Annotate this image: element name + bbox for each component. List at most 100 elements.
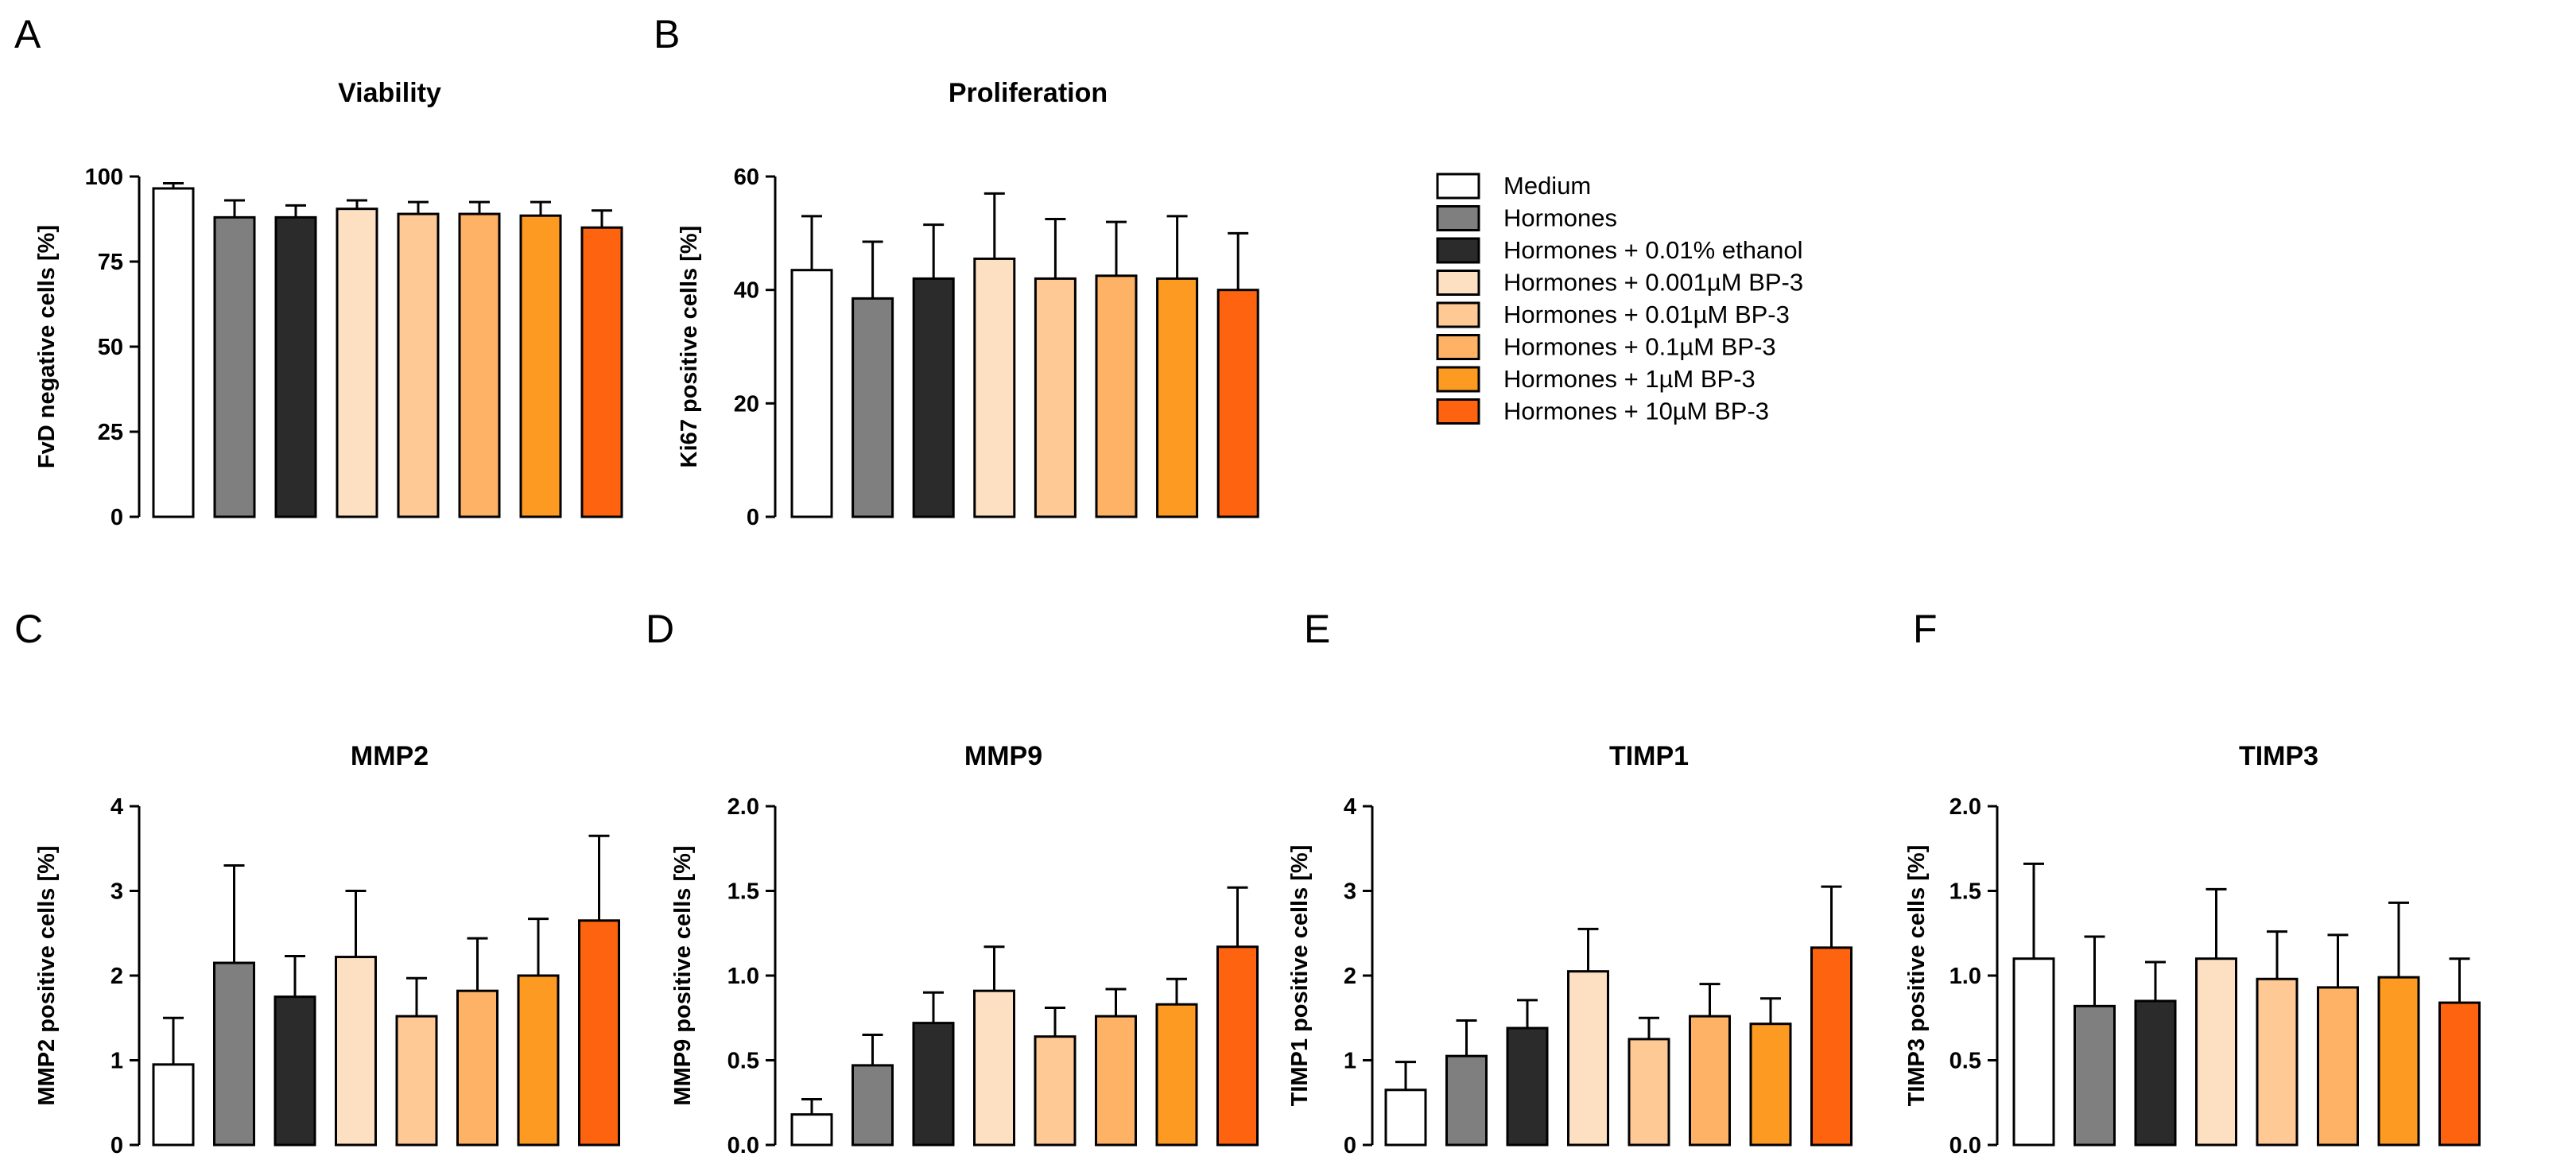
bar-1 — [152, 1063, 195, 1147]
legend-item: Hormones + 0.01µM BP-3 — [1436, 301, 1790, 328]
bar-7 — [1155, 1003, 1198, 1147]
bar-5 — [397, 212, 440, 518]
y-tick-label: 0 — [111, 505, 123, 530]
y-tick-label: 20 — [734, 391, 759, 417]
y-tick-label: 75 — [98, 250, 123, 275]
y-tick-label: 0.5 — [1949, 1049, 1981, 1074]
legend-item: Hormones + 0.01% ethanol — [1436, 236, 1803, 264]
legend-swatch — [1436, 398, 1480, 425]
y-tick-label: 1.5 — [727, 879, 759, 905]
legend-label: Hormones + 1µM BP-3 — [1503, 365, 1755, 393]
bar-5 — [395, 1015, 438, 1147]
bar-7 — [1749, 1022, 1792, 1147]
y-tick-label: 1 — [111, 1049, 123, 1074]
bar-3 — [912, 1022, 955, 1147]
bar-5 — [2256, 977, 2299, 1147]
bar-7 — [2377, 976, 2420, 1147]
y-axis-label: Ki67 positive cells [%] — [677, 226, 702, 468]
legend-label: Hormones — [1503, 204, 1617, 232]
bar-8 — [1216, 945, 1259, 1147]
bar-1 — [790, 269, 833, 518]
bar-6 — [1095, 1015, 1137, 1147]
chart-panel-f: F TIMP3 TIMP3 positive cells [%] 0.0 0.5 1.0 1… — [1904, 607, 2481, 1158]
panel-letter: A — [14, 12, 41, 56]
chart-panel-b: B Proliferation Ki67 positive cells [%] 0 20… — [654, 12, 1259, 530]
legend-item: Hormones + 10µM BP-3 — [1436, 398, 1769, 425]
bars — [790, 886, 1259, 1147]
y-axis-label: FvD negative cells [%] — [34, 225, 60, 468]
y-axis-label: MMP2 positive cells [%] — [34, 845, 60, 1105]
bar-4 — [973, 989, 1015, 1147]
legend-item: Hormones + 0.001µM BP-3 — [1436, 269, 1803, 297]
y-tick-label: 4 — [111, 794, 123, 820]
panel-letter: E — [1304, 607, 1330, 651]
legend-item: Medium — [1436, 172, 1591, 200]
legend: Medium Hormones Hormones + 0.01% ethanol Ho… — [1436, 172, 1803, 425]
bar-4 — [336, 208, 378, 518]
bar-4 — [1567, 970, 1609, 1147]
legend-item: Hormones + 0.1µM BP-3 — [1436, 333, 1776, 361]
legend-swatch — [1436, 366, 1480, 393]
legend-swatch — [1436, 237, 1480, 264]
legend-item: Hormones + 1µM BP-3 — [1436, 365, 1755, 393]
bar-7 — [1156, 277, 1199, 518]
chart-panel-c: C MMP2 MMP2 positive cells [%] 0 1 2 3 4 — [14, 607, 620, 1158]
legend-item: Hormones — [1436, 204, 1617, 232]
bar-1 — [2012, 957, 2055, 1147]
bar-8 — [2438, 1001, 2481, 1147]
y-tick-label: 0.5 — [727, 1049, 759, 1074]
legend-label: Hormones + 0.01% ethanol — [1503, 236, 1803, 264]
panel-letter: C — [14, 607, 43, 651]
y-tick-label: 1.0 — [727, 964, 759, 989]
bar-8 — [1216, 289, 1259, 518]
bar-6 — [1689, 1015, 1731, 1147]
y-tick-label: 60 — [734, 165, 759, 190]
bar-4 — [335, 956, 377, 1147]
legend-swatch — [1436, 173, 1480, 200]
bar-4 — [2195, 957, 2237, 1147]
bar-3 — [2134, 999, 2177, 1147]
y-tick-label: 1.0 — [1949, 964, 1981, 989]
bar-5 — [1034, 277, 1077, 518]
legend-swatch — [1436, 334, 1480, 360]
legend-swatch — [1436, 270, 1480, 296]
y-axis-label: TIMP3 positive cells [%] — [1904, 845, 1930, 1107]
bar-2 — [213, 961, 255, 1147]
y-tick-label: 2.0 — [727, 794, 759, 820]
y-tick-label: 0.0 — [1949, 1133, 1981, 1158]
legend-label: Medium — [1503, 172, 1591, 200]
y-tick-label: 0 — [747, 505, 759, 530]
bar-8 — [1810, 946, 1852, 1147]
chart-title: MMP9 — [964, 741, 1042, 771]
y-tick-label: 0 — [111, 1133, 123, 1158]
y-tick-label: 0.0 — [727, 1133, 759, 1158]
bar-6 — [2317, 986, 2359, 1147]
bars — [790, 192, 1259, 518]
y-tick-label: 3 — [1344, 879, 1356, 905]
y-axis-label: MMP9 positive cells [%] — [670, 845, 696, 1105]
y-tick-label: 50 — [98, 335, 123, 360]
panel-letter: B — [654, 12, 680, 56]
panel-letter: D — [646, 607, 674, 651]
bar-6 — [458, 212, 501, 518]
y-axis-label: TIMP1 positive cells [%] — [1287, 845, 1313, 1107]
y-tick-label: 1 — [1344, 1049, 1356, 1074]
chart-panel-e: E TIMP1 TIMP1 positive cells [%] 0 1 2 3 4 — [1287, 607, 1852, 1158]
bar-3 — [1506, 1026, 1549, 1147]
bar-4 — [973, 257, 1016, 518]
bar-3 — [274, 995, 316, 1147]
bar-7 — [519, 214, 562, 518]
y-tick-label: 2.0 — [1949, 794, 1981, 820]
bar-2 — [213, 215, 256, 518]
bar-1 — [1384, 1088, 1427, 1147]
charts-layer: A Viability FvD negative cells [%] 0 25 50 75 1… — [14, 12, 2481, 1158]
bars — [2012, 862, 2481, 1147]
y-tick-label: 40 — [734, 278, 759, 304]
y-tick-label: 4 — [1344, 794, 1356, 820]
chart-panel-d: D MMP9 MMP9 positive cells [%] 0.0 0.5 1.0 1.5… — [646, 607, 1259, 1158]
y-tick-label: 25 — [98, 420, 123, 445]
y-tick-label: 2 — [111, 964, 123, 989]
bar-8 — [580, 226, 623, 518]
bar-3 — [274, 215, 317, 518]
